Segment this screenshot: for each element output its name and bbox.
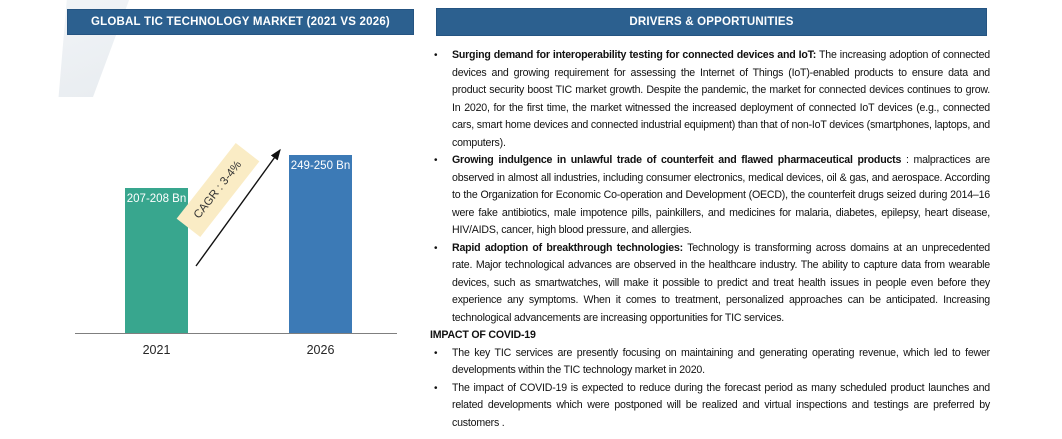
x-axis-line [75,333,397,334]
covid-bullet: • The impact of COVID-19 is expected to … [430,380,990,433]
x-label-2021: 2021 [142,343,171,357]
cagr-badge: CAGR : 3-4% [176,142,260,238]
driver-bullet: • Surging demand for interoperability te… [430,47,990,152]
driver-bullet-bold: Rapid adoption of breakthrough technolog… [452,241,683,254]
bullet-icon: • [434,347,438,359]
bullet-icon: • [434,382,438,394]
driver-bullet: • Growing indulgence in unlawful trade o… [430,152,990,240]
covid-bullet: • The key TIC services are presently foc… [430,345,990,380]
driver-bullet: • Rapid adoption of breakthrough technol… [430,240,990,328]
covid-impact-heading: IMPACT OF COVID-19 [430,329,536,341]
left-panel-header: GLOBAL TIC TECHNOLOGY MARKET (2021 VS 20… [67,9,414,35]
right-panel-title: DRIVERS & OPPORTUNITIES [629,16,794,28]
drivers-text-block: • Surging demand for interoperability te… [430,47,990,432]
cagr-label: CAGR : 3-4% [191,158,245,222]
covid-bullet-text: The key TIC services are presently focus… [452,346,990,377]
driver-bullet-bold: Growing indulgence in unlawful trade of … [452,154,902,166]
bullet-icon: • [434,50,438,61]
bullet-icon: • [434,242,438,254]
covid-bullet-text: The impact of COVID-19 is expected to re… [452,381,990,429]
driver-bullet-text: Technology is transforming across domain… [452,241,990,324]
bar-2021: 207-208 Bn [125,188,188,334]
driver-bullet-bold: Surging demand for interoperability test… [452,49,817,61]
bar-2026-value-label: 249-250 Bn [290,160,351,172]
bullet-icon: • [434,155,438,166]
left-panel-title: GLOBAL TIC TECHNOLOGY MARKET (2021 VS 20… [91,16,390,28]
bar-2026: 249-250 Bn [289,155,352,334]
x-label-2026: 2026 [306,343,335,357]
driver-bullet-text: : malpractices are observed in almost al… [452,154,990,236]
driver-bullet-text: The increasing adoption of connected dev… [452,49,990,149]
right-panel-header: DRIVERS & OPPORTUNITIES [436,8,987,36]
bar-2021-value-label: 207-208 Bn [126,193,187,205]
